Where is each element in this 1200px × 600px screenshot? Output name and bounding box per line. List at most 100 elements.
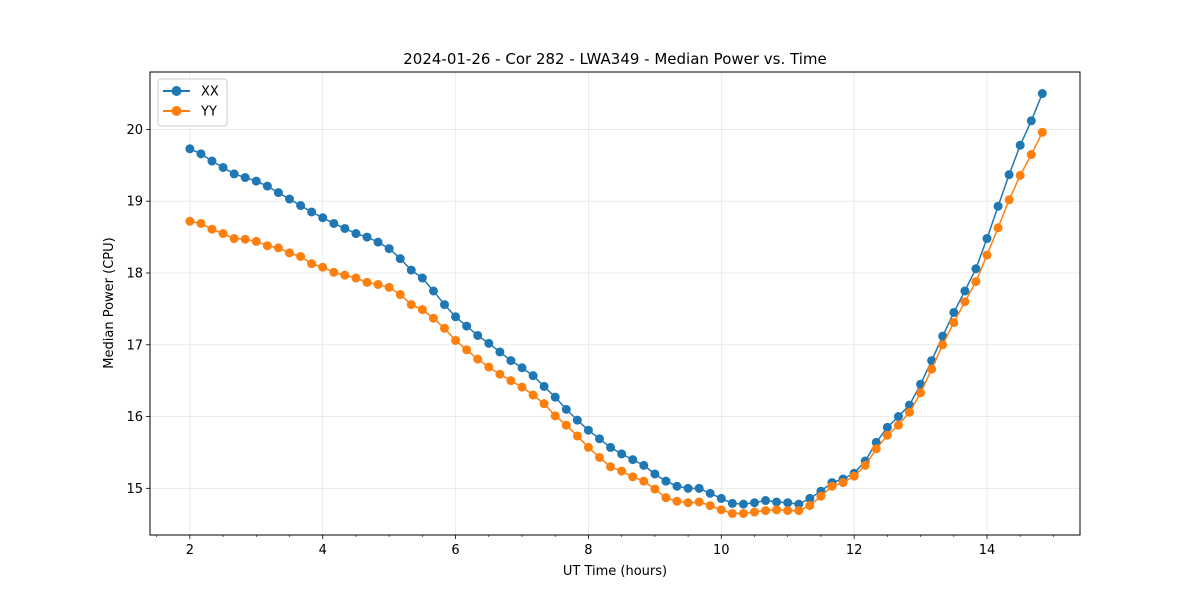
data-point-yy — [495, 369, 505, 379]
data-point-yy — [473, 354, 483, 364]
data-point-xx — [727, 498, 737, 508]
data-point-yy — [639, 476, 649, 486]
data-point-xx — [439, 300, 449, 310]
y-tick-label: 17 — [126, 338, 143, 353]
y-tick-label: 16 — [126, 410, 143, 425]
data-point-yy — [882, 430, 892, 440]
data-point-xx — [694, 483, 704, 493]
data-point-xx — [406, 265, 416, 275]
data-point-yy — [916, 388, 926, 398]
data-point-yy — [462, 345, 472, 355]
data-point-xx — [285, 194, 294, 204]
data-point-xx — [185, 144, 195, 154]
data-point-xx — [373, 237, 383, 247]
data-point-xx — [240, 173, 250, 183]
y-tick-label: 20 — [126, 123, 143, 138]
data-point-yy — [705, 501, 715, 511]
data-point-xx — [196, 149, 206, 159]
data-point-xx — [683, 483, 693, 493]
legend: XX YY — [157, 78, 228, 127]
data-point-xx — [705, 488, 715, 498]
data-point-yy — [395, 290, 405, 300]
data-point-yy — [938, 340, 948, 350]
data-point-xx — [583, 425, 593, 435]
data-point-yy — [307, 259, 317, 269]
data-point-yy — [517, 382, 527, 392]
data-point-yy — [750, 507, 759, 517]
data-point-yy — [849, 471, 859, 481]
data-point-yy — [262, 241, 272, 251]
data-point-yy — [960, 297, 970, 307]
axes: 2 4 6 8 10 12 14 15 16 17 18 19 20 — [126, 123, 1054, 558]
data-point-xx — [1037, 89, 1047, 99]
data-point-xx — [661, 476, 671, 486]
data-point-yy — [196, 218, 206, 228]
y-axis-label: Median Power (CPU) — [102, 237, 117, 368]
data-point-yy — [827, 481, 837, 491]
x-tick-label: 12 — [846, 543, 863, 558]
data-point-xx — [417, 273, 427, 283]
data-point-yy — [451, 335, 461, 345]
data-point-xx — [262, 181, 272, 191]
data-point-yy — [572, 431, 582, 441]
data-point-xx — [572, 415, 582, 425]
data-point-yy — [285, 248, 294, 258]
data-point-xx — [229, 169, 239, 179]
data-point-yy — [772, 505, 782, 515]
data-point-xx — [738, 499, 748, 509]
data-point-yy — [1015, 170, 1025, 180]
data-point-xx — [982, 234, 992, 244]
data-point-xx — [506, 356, 516, 366]
data-point-yy — [583, 442, 593, 452]
data-point-yy — [229, 234, 239, 244]
data-point-yy — [661, 493, 671, 503]
data-point-xx — [1026, 116, 1036, 126]
data-point-yy — [1026, 150, 1036, 160]
data-point-yy — [694, 497, 704, 507]
data-point-yy — [816, 491, 826, 501]
data-point-xx — [561, 404, 571, 414]
data-point-xx — [1004, 170, 1014, 180]
plot-series — [185, 89, 1047, 518]
data-point-yy — [893, 420, 903, 430]
data-point-yy — [351, 273, 361, 283]
chart-title: 2024-01-26 - Cor 282 - LWA349 - Median P… — [403, 50, 827, 68]
data-point-yy — [428, 313, 438, 323]
data-point-yy — [406, 300, 416, 310]
data-point-xx — [550, 392, 560, 402]
data-point-xx — [606, 442, 616, 452]
data-point-xx — [617, 449, 627, 459]
data-point-yy — [373, 279, 383, 289]
data-point-yy — [650, 484, 660, 494]
data-point-xx — [318, 213, 328, 223]
series-xx — [185, 89, 1047, 509]
data-point-yy — [993, 223, 1003, 233]
data-point-xx — [938, 331, 948, 341]
data-point-yy — [672, 496, 682, 506]
data-point-xx — [451, 312, 461, 322]
data-point-yy — [727, 508, 737, 518]
data-point-xx — [772, 497, 782, 507]
plot-frame — [149, 71, 1081, 536]
data-point-yy — [384, 282, 394, 292]
x-tick-label: 6 — [451, 543, 459, 558]
legend-marker-yy — [171, 106, 182, 116]
y-tick-label: 18 — [126, 266, 143, 281]
data-point-xx — [329, 218, 339, 228]
data-point-yy — [617, 466, 627, 476]
data-point-xx — [539, 381, 549, 391]
data-point-yy — [1037, 127, 1047, 137]
data-point-xx — [218, 162, 228, 172]
data-point-xx — [882, 422, 892, 432]
data-point-yy — [904, 407, 914, 417]
data-point-xx — [273, 188, 283, 198]
data-point-xx — [473, 330, 483, 340]
data-point-yy — [761, 506, 771, 516]
data-point-xx — [340, 223, 350, 233]
y-tick-label: 15 — [126, 482, 143, 497]
data-point-xx — [672, 481, 682, 491]
data-point-xx — [650, 469, 660, 479]
data-point-yy — [417, 305, 427, 315]
y-tick-label: 19 — [126, 195, 143, 210]
data-point-xx — [794, 499, 804, 509]
